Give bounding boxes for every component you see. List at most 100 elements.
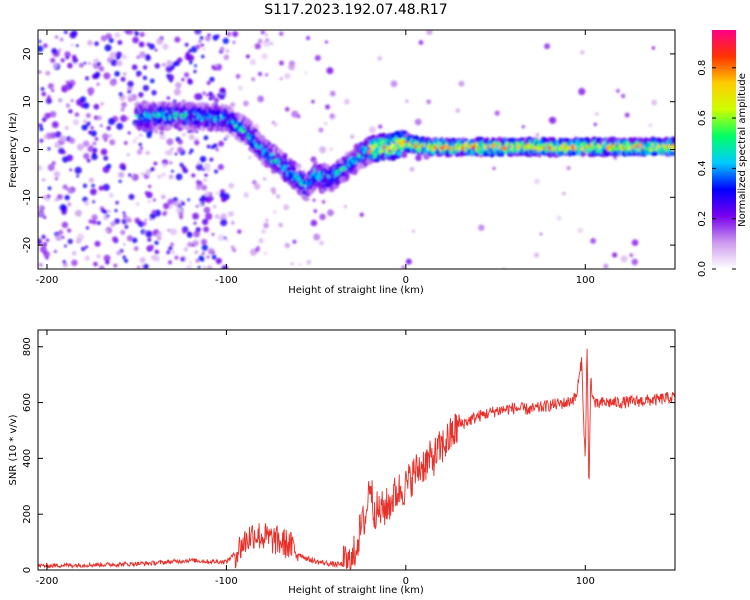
noise-cell bbox=[64, 84, 71, 91]
noise-cell bbox=[41, 91, 47, 97]
noise-cell bbox=[215, 191, 219, 195]
noise-cell bbox=[142, 65, 148, 70]
noise-cell bbox=[254, 43, 261, 50]
noise-cell bbox=[136, 55, 140, 60]
snr-x-tick-label: -100 bbox=[215, 576, 238, 587]
noise-cell bbox=[154, 240, 159, 245]
noise-cell bbox=[222, 37, 229, 45]
noise-cell bbox=[194, 140, 198, 144]
noise-cell bbox=[71, 54, 77, 60]
noise-cell bbox=[324, 40, 329, 44]
noise-cell bbox=[177, 146, 184, 154]
ridge-cell bbox=[152, 125, 157, 130]
noise-cell bbox=[59, 135, 66, 142]
noise-cell bbox=[67, 228, 72, 233]
noise-cell bbox=[188, 151, 192, 155]
noise-cell bbox=[327, 209, 334, 217]
noise-cell bbox=[260, 30, 266, 35]
noise-cell bbox=[215, 147, 219, 152]
noise-cell bbox=[325, 104, 331, 110]
noise-cell bbox=[206, 255, 210, 259]
noise-cell bbox=[126, 235, 133, 242]
noise-cell bbox=[118, 92, 123, 97]
noise-cell bbox=[313, 233, 321, 241]
noise-cell bbox=[544, 43, 551, 50]
noise-cell bbox=[61, 221, 69, 229]
noise-cell bbox=[113, 263, 118, 268]
noise-cell bbox=[212, 143, 218, 149]
noise-cell bbox=[211, 254, 217, 260]
noise-cell bbox=[74, 112, 80, 117]
noise-cell bbox=[243, 192, 250, 198]
noise-cell bbox=[149, 213, 156, 220]
noise-cell bbox=[106, 214, 110, 218]
noise-cell bbox=[67, 187, 74, 194]
noise-cell bbox=[85, 113, 91, 119]
noise-cell bbox=[186, 231, 193, 238]
noise-cell bbox=[144, 218, 148, 222]
noise-cell bbox=[65, 103, 71, 108]
noise-cell bbox=[114, 32, 121, 38]
noise-cell bbox=[305, 36, 311, 41]
noise-cell bbox=[230, 102, 236, 108]
noise-cell bbox=[58, 147, 65, 155]
noise-cell bbox=[98, 185, 104, 191]
noise-cell bbox=[212, 34, 219, 41]
noise-cell bbox=[119, 114, 128, 123]
noise-cell bbox=[409, 166, 415, 172]
snr-x-ticks: -200 -100 0 100 bbox=[36, 330, 595, 587]
noise-cell bbox=[84, 245, 89, 249]
noise-cell bbox=[189, 60, 193, 65]
noise-cell bbox=[296, 114, 301, 119]
noise-cell bbox=[218, 140, 225, 147]
noise-cell bbox=[169, 228, 178, 236]
noise-cell bbox=[38, 238, 43, 246]
noise-cell bbox=[74, 166, 82, 174]
noise-cell bbox=[414, 118, 422, 126]
noise-cell bbox=[226, 31, 232, 37]
noise-cell bbox=[258, 237, 264, 244]
noise-cell bbox=[534, 178, 540, 185]
ridge-cell bbox=[290, 165, 297, 172]
noise-cell bbox=[195, 226, 201, 233]
noise-cell bbox=[195, 129, 199, 134]
noise-cell bbox=[166, 60, 173, 67]
noise-cell bbox=[261, 53, 268, 60]
noise-cell bbox=[61, 235, 65, 239]
noise-cell bbox=[284, 73, 291, 80]
noise-cell bbox=[82, 119, 87, 124]
noise-cell bbox=[620, 93, 626, 99]
noise-cell bbox=[76, 174, 80, 178]
noise-cell bbox=[264, 33, 269, 37]
noise-cell bbox=[75, 238, 82, 244]
noise-cell bbox=[326, 67, 334, 75]
noise-cell bbox=[88, 177, 95, 183]
noise-cell bbox=[170, 242, 174, 247]
noise-cell bbox=[108, 134, 112, 138]
noise-cell bbox=[153, 161, 158, 166]
noise-cell bbox=[110, 221, 116, 227]
ridge-cell bbox=[312, 160, 318, 166]
noise-cell bbox=[193, 93, 201, 100]
noise-cell bbox=[41, 117, 47, 123]
noise-cell bbox=[162, 43, 169, 50]
noise-cell bbox=[51, 89, 55, 93]
noise-cell bbox=[149, 78, 155, 84]
noise-cell bbox=[197, 265, 201, 269]
ridge-cell bbox=[302, 180, 307, 185]
noise-cell bbox=[298, 262, 302, 266]
noise-cell bbox=[157, 231, 163, 236]
noise-cell bbox=[418, 40, 424, 45]
noise-cell bbox=[174, 36, 181, 43]
ridge-cell bbox=[354, 169, 358, 173]
noise-cell bbox=[123, 214, 127, 218]
noise-cell bbox=[321, 200, 326, 204]
noise-cell bbox=[237, 229, 242, 234]
noise-cell bbox=[116, 122, 124, 130]
noise-cell bbox=[67, 62, 73, 69]
noise-cell bbox=[172, 197, 178, 203]
noise-cell bbox=[232, 248, 237, 253]
noise-cell bbox=[183, 247, 188, 252]
noise-cell bbox=[39, 126, 44, 132]
